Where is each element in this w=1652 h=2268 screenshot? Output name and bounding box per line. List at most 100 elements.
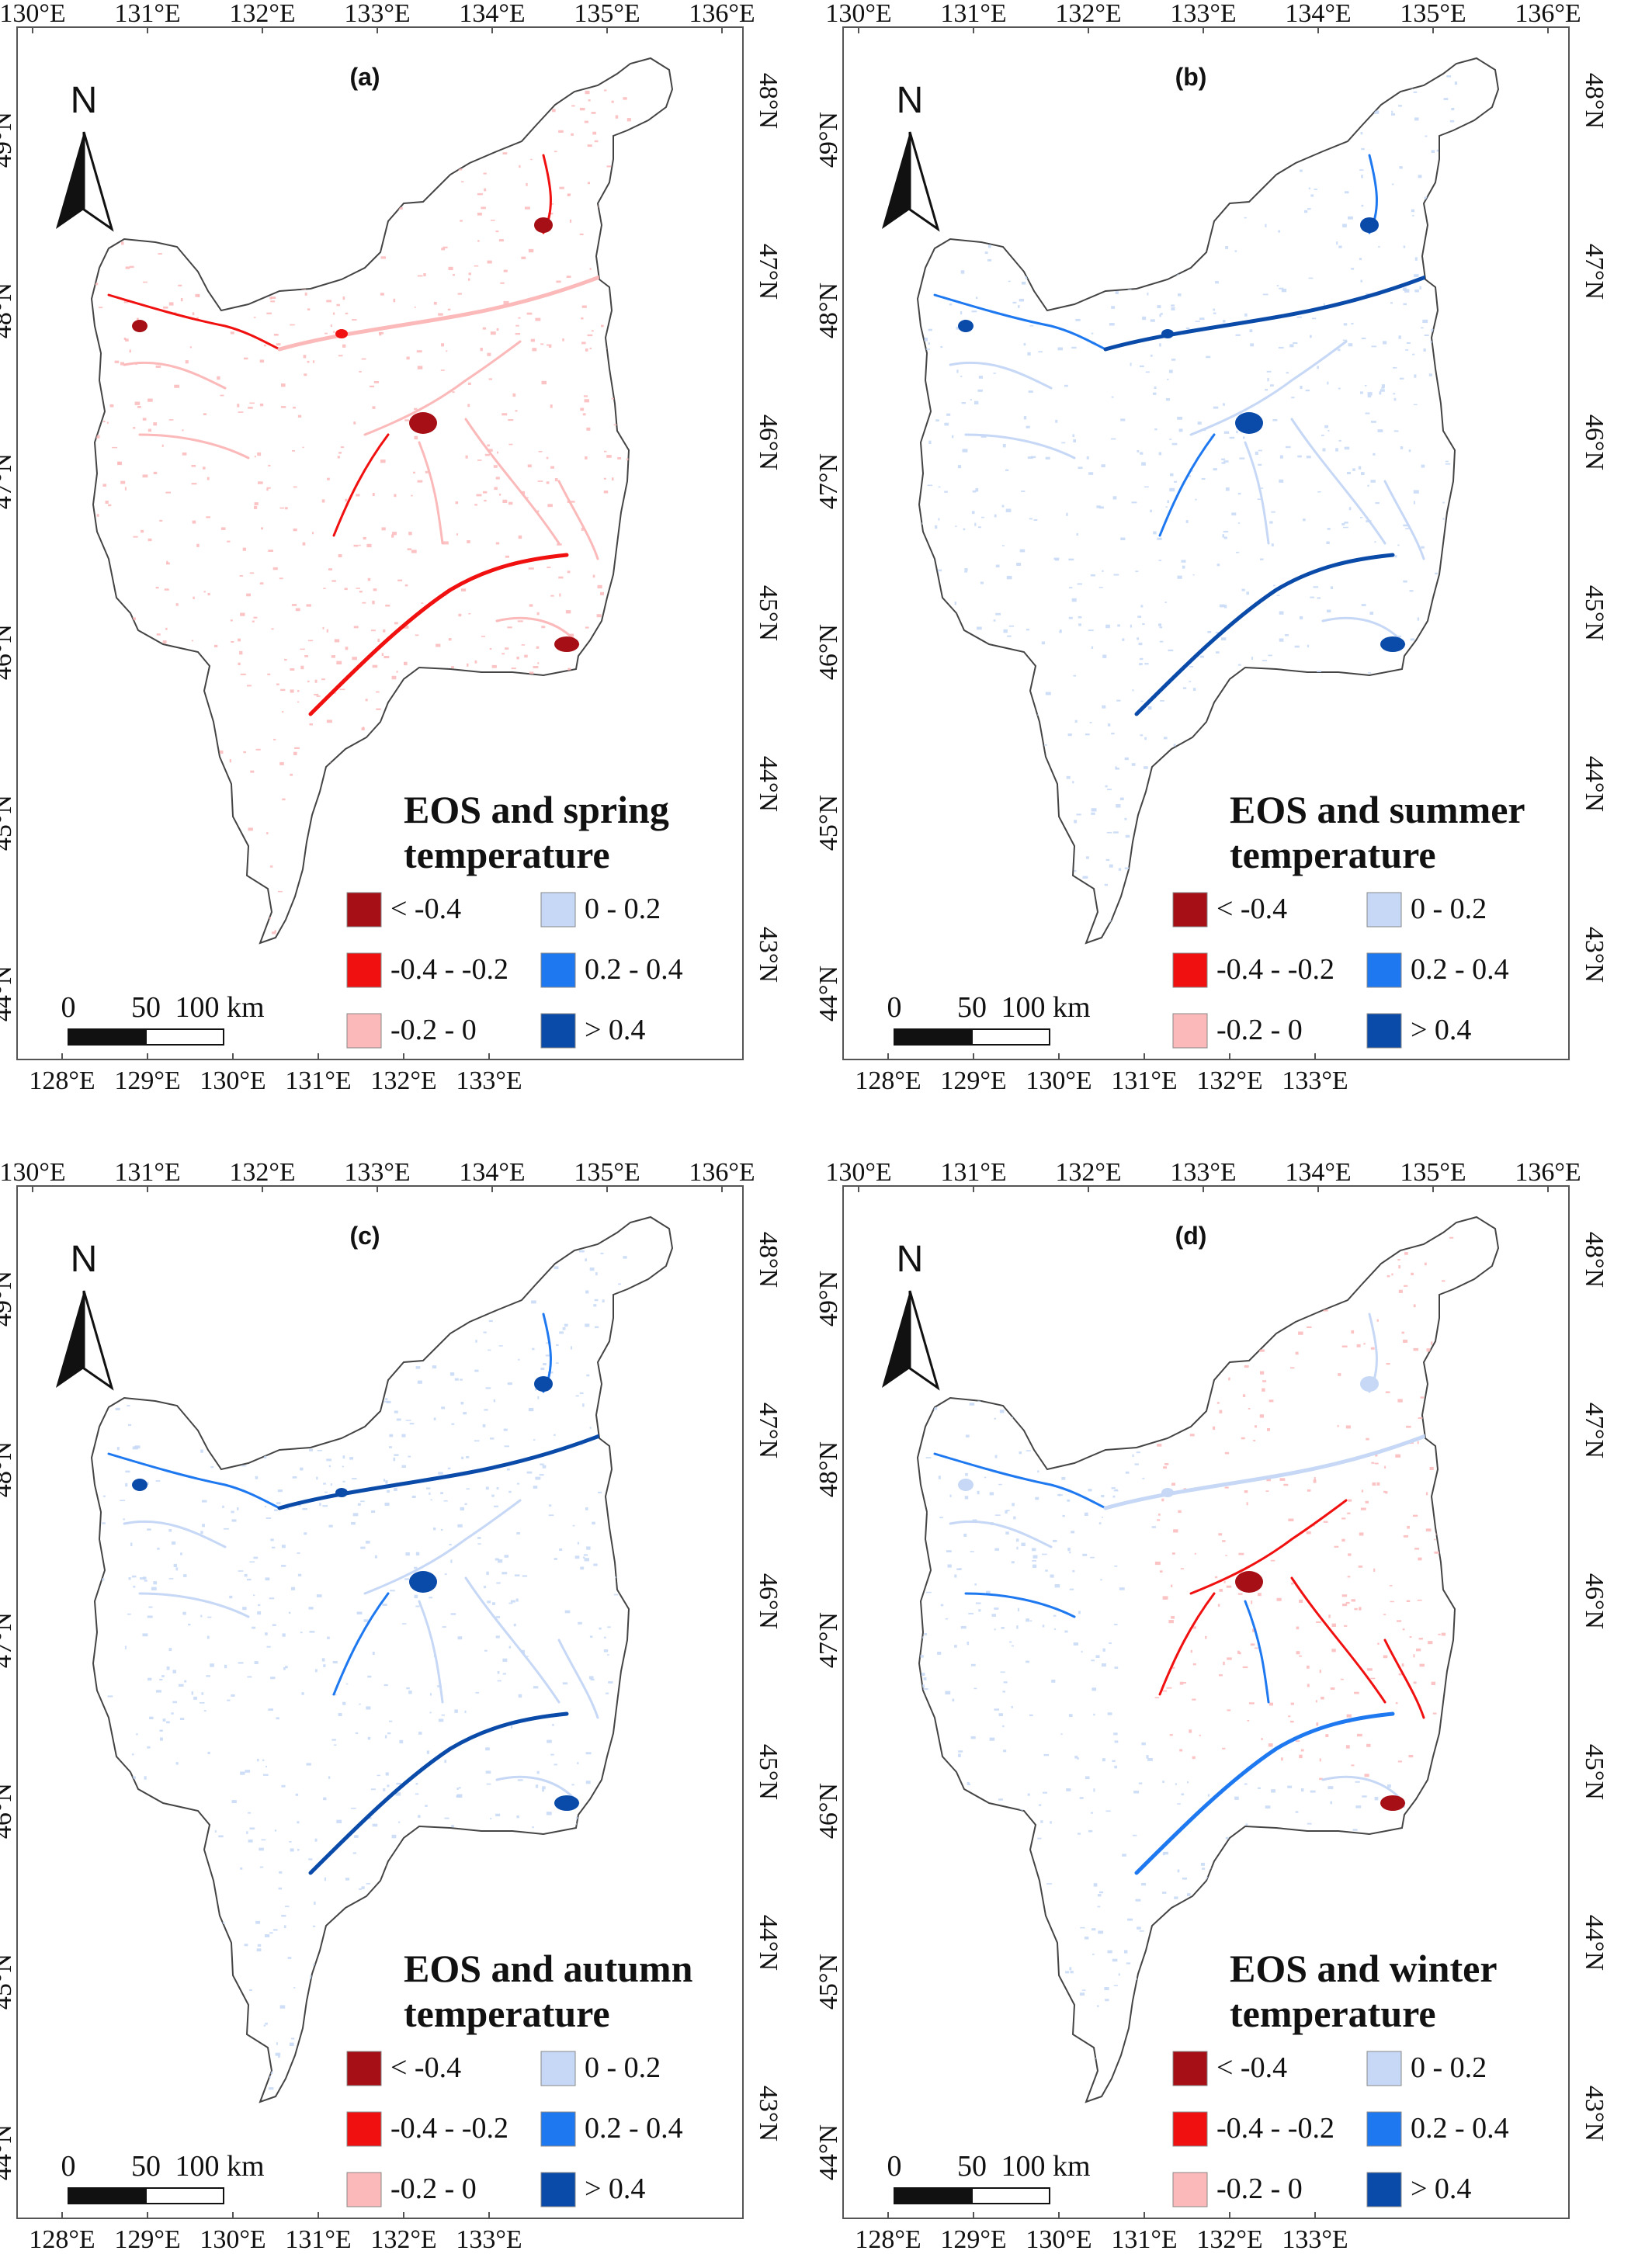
scale-bar-black [68,2187,147,2204]
stream-line [464,1576,560,1704]
lake-patch [1360,217,1379,233]
stream-line [418,441,444,545]
bottom-tick-label: 128°E [29,2225,95,2254]
stream-line [557,480,599,560]
legend-swatch [1366,892,1402,928]
north-arrow-icon: N [882,80,940,232]
top-tick-label: 132°E [1055,1158,1121,1187]
top-tick-label: 131°E [940,0,1006,28]
left-tick-label: 45°N [0,1954,17,2010]
legend-entry-label: 0 - 0.2 [585,2051,661,2084]
north-arrow-light-half [82,1290,114,1391]
legend: < -0.4 -0.4 - -0.2 -0.2 - 0 0 - 0.2 0.2 - 0.… [346,2051,683,2207]
legend-title-line1: EOS and winter [1230,1947,1498,1990]
north-arrow-light-half [908,131,940,232]
stream-line [363,340,522,436]
stream-line [949,1520,1053,1548]
right-tick-label: 47°N [754,244,783,300]
map-panel-1: 130°E 131°E 132°E 133°E 134°E 135°E 136°E 128°E… [0,0,783,1095]
bottom-tick-label: 129°E [940,1066,1006,1095]
left-tick-label: 47°N [0,453,17,509]
scale-label: 100 km [175,2150,264,2183]
right-tick-label: 47°N [1580,1403,1609,1458]
right-tick-label: 43°N [754,2086,783,2141]
bottom-tick-label: 131°E [285,2225,351,2254]
lake-patch [1380,636,1405,652]
lake-patch [132,320,148,332]
stream-line [308,553,569,716]
top-tick-label: 133°E [1170,1158,1236,1187]
legend-title-line2: temperature [1230,833,1436,876]
right-tick-label: 47°N [754,1403,783,1458]
north-arrow-dark-half [56,132,84,229]
bottom-tick-label: 129°E [114,2225,180,2254]
top-tick-label: 132°E [229,1158,295,1187]
bottom-tick-label: 128°E [855,2225,921,2254]
legend-swatch [1366,2051,1402,2086]
scale-label: 100 km [1001,991,1090,1024]
bottom-tick-label: 133°E [456,1066,522,1095]
north-arrow-dark-half [882,1291,910,1388]
legend-entry-label: -0.2 - 0 [1216,1014,1303,1046]
left-tick-label: 47°N [814,1612,843,1668]
scale-bar-white [145,1028,224,1046]
left-tick-label: 49°N [814,112,843,168]
stream-line [1103,1428,1442,1510]
left-tick-label: 48°N [814,283,843,338]
bottom-tick-label: 133°E [1282,1066,1348,1095]
stream-line [332,433,390,537]
legend-swatch [346,2172,382,2207]
legend-swatch [540,2172,576,2207]
left-tick-label: 47°N [814,453,843,509]
top-tick-label: 132°E [229,0,295,28]
stream-line [332,1592,390,1696]
right-tick-label: 46°N [1580,414,1609,470]
scale-bar: 0 50 100 km [61,2150,265,2204]
stream-line [1244,441,1270,545]
bottom-tick-label: 130°E [200,1066,266,1095]
watershed-outline [90,57,674,945]
stream-line [1290,1576,1386,1704]
bottom-tick-label: 131°E [1111,2225,1177,2254]
stream-line [1290,418,1386,545]
legend-swatch [1366,2111,1402,2147]
map-panel-3: 130°E 131°E 132°E 133°E 134°E 135°E 136°E 128°E… [0,1158,783,2254]
top-tick-label: 133°E [344,0,410,28]
lake-patch [958,320,974,332]
top-tick-label: 131°E [114,1158,180,1187]
scale-label: 50 [131,2150,161,2183]
left-tick-label: 46°N [0,1783,17,1839]
left-tick-label: 45°N [814,795,843,851]
stream-line [107,1452,281,1510]
top-tick-label: 130°E [0,1158,66,1187]
watershed-outline [90,1215,674,2103]
legend-entry-label: 0 - 0.2 [585,893,661,925]
lake-patch [335,329,348,338]
right-tick-label: 48°N [754,73,783,129]
top-tick-label: 131°E [940,1158,1006,1187]
bottom-tick-label: 128°E [855,1066,921,1095]
right-tick-label: 43°N [1580,927,1609,983]
bottom-tick-label: 132°E [370,2225,436,2254]
right-tick-label: 46°N [754,414,783,470]
bottom-tick-label: 130°E [1026,2225,1092,2254]
lake-patch [534,217,553,233]
legend-swatch [1172,2172,1208,2207]
legend-entry-label: < -0.4 [1216,2051,1287,2084]
legend-swatch [1172,952,1208,988]
lake-patch [409,1571,437,1593]
stream-line [557,1639,599,1719]
left-tick-label: 49°N [814,1271,843,1326]
scale-label: 50 [131,991,161,1024]
stream-line [277,1428,616,1510]
legend-entry-label: 0.2 - 0.4 [1411,2112,1509,2145]
legend-swatch [346,1013,382,1049]
left-tick-label: 44°N [0,966,17,1021]
top-tick-label: 132°E [1055,0,1121,28]
legend-swatch [1172,2111,1208,2147]
left-tick-label: 44°N [0,2124,17,2180]
map-panel-2: 130°E 131°E 132°E 133°E 134°E 135°E 136°E 128°E… [814,0,1609,1095]
legend-entry-label: -0.2 - 0 [390,2173,477,2205]
stream-line [1244,1600,1270,1704]
